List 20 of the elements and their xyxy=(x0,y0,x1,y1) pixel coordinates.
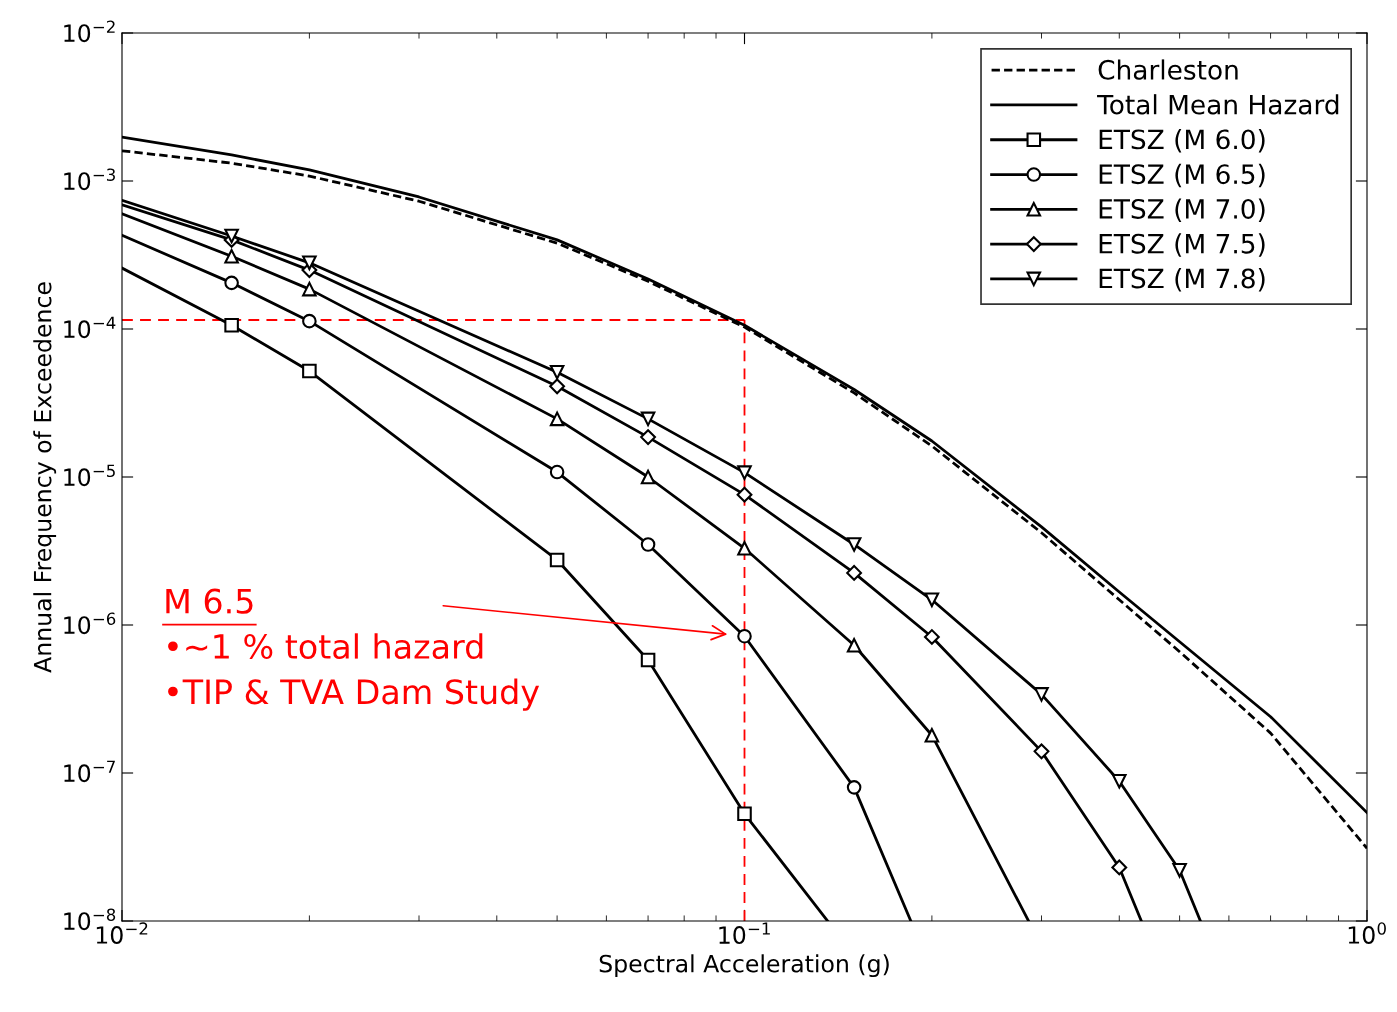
y-axis-title: Annual Frequency of Exceedence xyxy=(33,282,57,673)
annotation: •~1 % total hazard xyxy=(168,633,483,660)
y-tick-label: 10$^{−6}$ xyxy=(64,612,116,635)
legend-label: ETSZ (M 6.0) xyxy=(1099,128,1265,153)
legend-label: Total Mean Hazard xyxy=(1097,94,1339,115)
legend-label: Charleston xyxy=(1098,59,1238,80)
legend-label: ETSZ (M 7.0) xyxy=(1099,198,1265,223)
y-tick-label: 10$^{−2}$ xyxy=(64,20,115,43)
legend-label: ETSZ (M 7.8) xyxy=(1099,268,1265,292)
y-tick-label: 10$^{−7}$ xyxy=(64,760,115,783)
x-axis-title: Spectral Acceleration (g) xyxy=(599,954,889,978)
y-tick-label: 10$^{−4}$ xyxy=(64,316,116,339)
legend-label: ETSZ (M 6.5) xyxy=(1099,163,1265,188)
x-tick-label: 10$^{−1}$ xyxy=(719,922,770,944)
annotation: •TIP & TVA Dam Study xyxy=(168,678,540,711)
annotation: M 6.5 xyxy=(166,588,253,614)
legend-label: ETSZ (M 7.5) xyxy=(1099,233,1265,257)
y-tick-label: 10$^{−5}$ xyxy=(64,464,115,487)
x-tick-label: 10$^{0}$ xyxy=(1348,922,1386,944)
y-tick-label: 10$^{−3}$ xyxy=(64,168,115,191)
